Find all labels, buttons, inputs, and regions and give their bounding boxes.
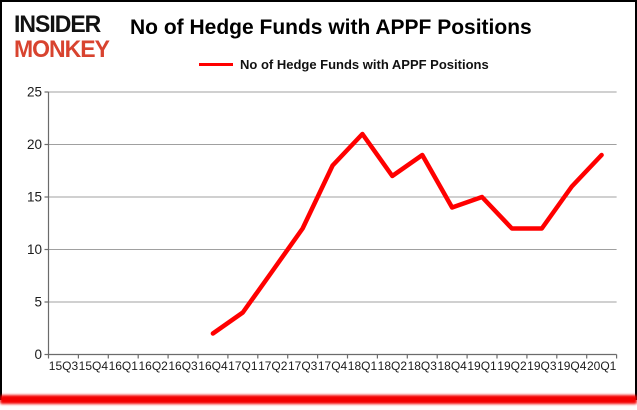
x-tick-label: 20Q1 [587,359,617,373]
x-tick-label: 17Q4 [318,359,348,373]
x-tick-label: 18Q3 [408,359,438,373]
insider-monkey-logo: INSIDER MONKEY [14,9,110,62]
chart-title: No of Hedge Funds with APPF Positions [130,16,532,39]
x-tick-label: 19Q1 [467,359,497,373]
x-tick-label: 16Q3 [168,359,198,373]
y-tick-label: 15 [27,190,42,205]
x-tick-label: 17Q1 [228,359,258,373]
y-tick-label: 5 [34,295,42,310]
y-tick-label: 20 [27,137,42,152]
x-tick-label: 15Q4 [79,359,109,373]
logo-insider-text: INSIDER [14,9,101,38]
chart-card: INSIDER MONKEY No of Hedge Funds with AP… [0,0,637,400]
x-tick-label: 16Q1 [109,359,139,373]
x-tick-label: 16Q4 [198,359,228,373]
legend-line-swatch [199,63,233,66]
y-tick-label: 0 [34,347,42,362]
card-bottom-red-shadow [0,395,637,404]
x-tick-label: 18Q1 [348,359,378,373]
series-line [210,131,604,336]
logo-monkey-text: MONKEY [14,34,110,62]
x-tick-label: 17Q2 [258,359,288,373]
y-tick-label: 25 [27,85,42,100]
legend-label: No of Hedge Funds with APPF Positions [240,57,489,72]
x-tick-label: 19Q4 [557,359,587,373]
x-tick-label: 19Q3 [527,359,557,373]
x-tick-label: 16Q2 [138,359,168,373]
x-tick-label: 15Q3 [49,359,79,373]
x-tick-label: 17Q3 [288,359,318,373]
x-tick-label: 18Q4 [437,359,467,373]
y-tick-label: 10 [27,242,42,257]
x-tick-label: 18Q2 [378,359,408,373]
x-tick-label: 19Q2 [497,359,527,373]
chart-legend: No of Hedge Funds with APPF Positions [199,57,489,72]
